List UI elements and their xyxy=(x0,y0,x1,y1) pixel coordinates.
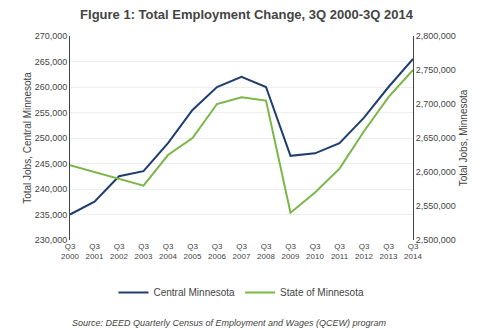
svg-text:2,750,000: 2,750,000 xyxy=(416,65,456,75)
svg-text:Q32001: Q32001 xyxy=(86,242,104,261)
svg-text:Q32011: Q32011 xyxy=(331,242,349,261)
svg-text:2,500,000: 2,500,000 xyxy=(416,235,456,245)
svg-text:265,000: 265,000 xyxy=(35,57,68,67)
svg-text:Source: DEED Quarterly Census: Source: DEED Quarterly Census of Employm… xyxy=(72,318,386,328)
svg-text:2,800,000: 2,800,000 xyxy=(416,31,456,41)
svg-text:255,000: 255,000 xyxy=(35,108,68,118)
svg-text:235,000: 235,000 xyxy=(35,210,68,220)
svg-text:Total Jobs, Minnesota: Total Jobs, Minnesota xyxy=(458,89,469,186)
svg-text:245,000: 245,000 xyxy=(35,159,68,169)
svg-text:Q32002: Q32002 xyxy=(110,242,128,261)
svg-text:Q32013: Q32013 xyxy=(380,242,398,261)
svg-text:250,000: 250,000 xyxy=(35,133,68,143)
svg-text:2,700,000: 2,700,000 xyxy=(416,99,456,109)
svg-text:2,600,000: 2,600,000 xyxy=(416,167,456,177)
svg-text:240,000: 240,000 xyxy=(35,184,68,194)
svg-text:Q32014: Q32014 xyxy=(404,242,422,261)
svg-text:260,000: 260,000 xyxy=(35,82,68,92)
svg-text:Q32000: Q32000 xyxy=(61,242,79,261)
svg-text:Q32005: Q32005 xyxy=(184,242,202,261)
svg-text:FIgure 1: Total Employment Cha: FIgure 1: Total Employment Change, 3Q 20… xyxy=(80,7,414,22)
svg-text:270,000: 270,000 xyxy=(35,31,68,41)
svg-text:Q32007: Q32007 xyxy=(233,242,251,261)
svg-text:Q32006: Q32006 xyxy=(208,242,226,261)
svg-text:2,650,000: 2,650,000 xyxy=(416,133,456,143)
svg-text:Total Jobs, Central Minnesota: Total Jobs, Central Minnesota xyxy=(22,72,33,204)
svg-text:Q32004: Q32004 xyxy=(159,242,177,261)
svg-text:Q32009: Q32009 xyxy=(282,242,300,261)
svg-text:Q32010: Q32010 xyxy=(306,242,324,261)
svg-text:230,000: 230,000 xyxy=(35,235,68,245)
svg-text:Q32012: Q32012 xyxy=(355,242,373,261)
svg-text:Q32003: Q32003 xyxy=(135,242,153,261)
svg-text:Q32008: Q32008 xyxy=(257,242,275,261)
svg-text:Central Minnesota: Central Minnesota xyxy=(154,287,236,298)
svg-text:2,550,000: 2,550,000 xyxy=(416,201,456,211)
svg-text:State of Minnesota: State of Minnesota xyxy=(280,287,364,298)
